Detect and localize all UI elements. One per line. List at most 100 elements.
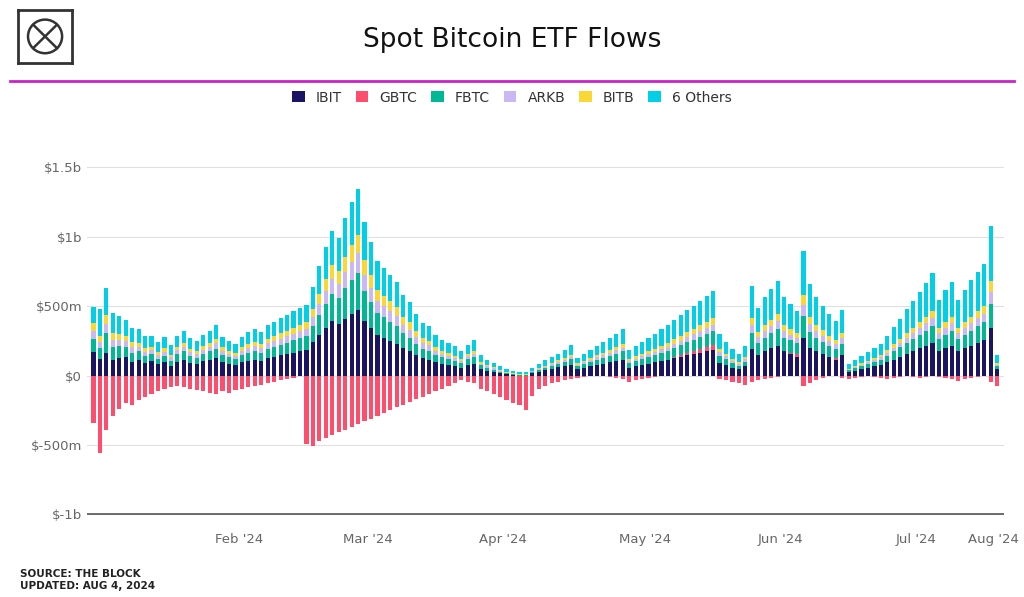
Bar xyxy=(898,357,902,376)
Bar xyxy=(130,343,134,347)
Bar xyxy=(279,338,283,344)
Bar xyxy=(943,376,947,378)
Bar xyxy=(530,368,535,371)
Bar xyxy=(627,368,631,376)
Bar xyxy=(621,359,625,376)
Bar xyxy=(827,341,831,346)
Bar xyxy=(195,364,199,376)
Bar xyxy=(181,352,186,359)
Bar xyxy=(679,345,683,355)
Bar xyxy=(556,353,560,360)
Bar xyxy=(124,320,128,336)
Bar xyxy=(956,351,961,376)
Bar xyxy=(472,340,476,351)
Bar xyxy=(304,322,308,329)
Bar xyxy=(408,322,412,330)
Bar xyxy=(220,376,224,392)
Bar xyxy=(376,301,380,313)
Bar xyxy=(840,310,844,333)
Bar xyxy=(362,376,367,421)
Bar xyxy=(421,349,425,358)
Bar xyxy=(111,313,115,333)
Bar xyxy=(685,310,689,333)
Bar xyxy=(376,336,380,376)
Bar xyxy=(253,341,257,346)
Bar xyxy=(472,351,476,354)
Bar xyxy=(814,351,818,376)
Bar xyxy=(201,353,205,361)
Bar xyxy=(931,273,935,311)
Bar xyxy=(356,376,360,424)
Bar xyxy=(859,376,863,377)
Bar xyxy=(872,358,877,360)
Bar xyxy=(104,376,109,430)
Bar xyxy=(382,338,386,376)
Bar xyxy=(214,339,218,343)
Bar xyxy=(163,376,167,389)
Bar xyxy=(285,336,289,343)
Bar xyxy=(498,374,502,376)
Bar xyxy=(272,322,276,336)
Bar xyxy=(175,347,179,350)
Bar xyxy=(466,359,470,365)
Bar xyxy=(879,355,883,358)
Bar xyxy=(718,352,722,356)
Bar xyxy=(866,362,870,364)
Bar xyxy=(362,291,367,321)
Bar xyxy=(376,261,380,290)
Bar xyxy=(840,376,844,377)
Bar xyxy=(872,362,877,367)
Bar xyxy=(517,373,521,374)
Bar xyxy=(750,325,754,333)
Bar xyxy=(892,344,896,347)
Bar xyxy=(788,353,793,354)
Bar xyxy=(247,332,251,344)
Bar xyxy=(124,341,128,347)
Bar xyxy=(169,361,173,366)
Bar xyxy=(427,359,431,376)
Bar xyxy=(788,304,793,329)
Bar xyxy=(130,353,134,362)
Bar xyxy=(492,376,496,394)
Bar xyxy=(904,354,909,376)
Bar xyxy=(943,349,947,376)
Bar xyxy=(872,360,877,362)
Bar xyxy=(279,376,283,380)
Bar xyxy=(460,359,464,361)
Bar xyxy=(150,361,154,376)
Bar xyxy=(634,356,638,359)
Bar xyxy=(505,376,509,400)
Bar xyxy=(802,305,806,316)
Bar xyxy=(653,334,657,349)
Bar xyxy=(382,268,386,296)
Bar xyxy=(937,376,941,377)
Bar xyxy=(743,376,748,384)
Bar xyxy=(808,376,812,383)
Bar xyxy=(550,369,554,376)
Bar xyxy=(847,376,851,379)
Bar xyxy=(188,349,193,352)
Bar xyxy=(569,355,573,357)
Bar xyxy=(679,355,683,357)
Bar xyxy=(918,376,922,377)
Bar xyxy=(279,333,283,338)
Bar xyxy=(143,363,147,376)
Bar xyxy=(324,328,328,376)
Bar xyxy=(802,296,806,305)
Bar xyxy=(724,354,728,356)
Bar xyxy=(214,376,218,394)
Bar xyxy=(802,316,806,338)
Bar xyxy=(556,364,560,368)
Bar xyxy=(466,376,470,381)
Bar xyxy=(569,376,573,379)
Bar xyxy=(543,370,548,376)
Bar xyxy=(562,359,566,362)
Bar xyxy=(730,349,734,359)
Bar xyxy=(601,364,605,376)
Bar xyxy=(750,318,754,325)
Bar xyxy=(98,309,102,336)
Bar xyxy=(220,347,224,351)
Bar xyxy=(492,367,496,368)
Bar xyxy=(240,355,244,362)
Bar xyxy=(356,235,360,253)
